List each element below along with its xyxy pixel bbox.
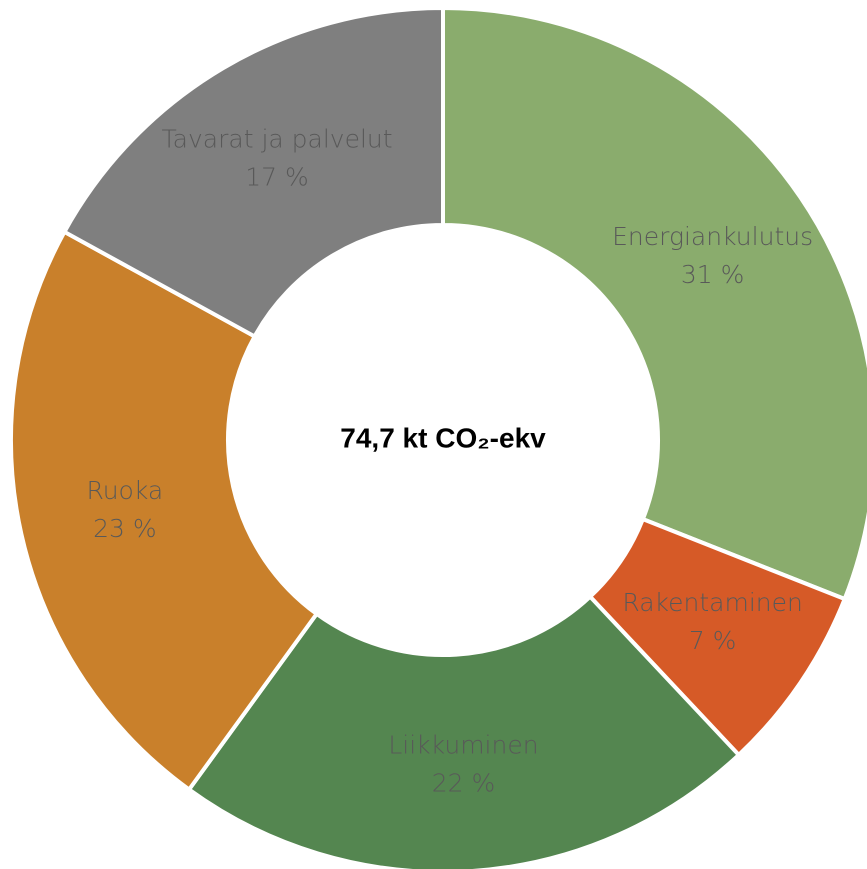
category-label: Energiankulutus	[612, 222, 813, 251]
value-label: 7 %	[689, 626, 737, 655]
donut-segment	[9, 229, 320, 793]
donut-segment	[61, 5, 445, 340]
value-label: 31 %	[681, 260, 745, 289]
category-label: Liikkuminen	[388, 730, 538, 759]
value-label: 22 %	[432, 768, 496, 797]
category-label: Tavarat ja palvelut	[162, 124, 393, 153]
donut-segment	[441, 5, 867, 602]
category-label: Rakentaminen	[622, 588, 802, 617]
value-label: 17 %	[245, 162, 309, 191]
value-label: 23 %	[93, 514, 157, 543]
donut-segment	[186, 593, 742, 869]
center-label: 74,7 kt CO₂-ekv	[340, 422, 546, 453]
category-label: Ruoka	[86, 476, 163, 505]
